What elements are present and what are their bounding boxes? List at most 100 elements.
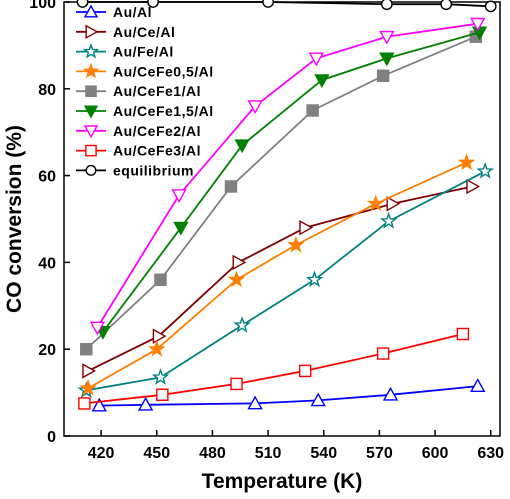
legend: Au/Al Au/Ce/Al Au/Fe/Al Au/CeFe0,5/Al Au/CeF… [76, 4, 214, 178]
data-point [232, 254, 247, 271]
x-tick-label: 630 [477, 445, 504, 462]
data-point [262, 0, 274, 8]
legend-marker [85, 24, 99, 39]
series-0 [91, 378, 486, 412]
x-tick-label: 540 [310, 445, 337, 462]
data-point [147, 0, 159, 8]
data-point [457, 153, 476, 171]
series-5 [95, 26, 488, 340]
series-line [84, 333, 464, 405]
data-point [379, 30, 395, 45]
data-point [470, 17, 486, 32]
y-tick-label: 60 [38, 169, 56, 186]
y-tick-label: 100 [29, 0, 56, 12]
legend-label: Au/CeFe1/Al [113, 83, 201, 99]
series-line [96, 22, 478, 328]
series-7 [78, 327, 470, 410]
legend-label: Au/CeFe2/Al [113, 123, 201, 139]
data-point [233, 316, 251, 333]
legend-item: Au/CeFe3/Al [76, 143, 201, 159]
data-point [79, 379, 97, 396]
y-tick-label: 80 [38, 82, 56, 99]
data-point [376, 69, 390, 83]
series-8 [76, 0, 497, 13]
data-point [379, 211, 398, 229]
data-point [310, 392, 326, 407]
data-point [380, 0, 393, 11]
data-point [484, 0, 497, 13]
data-point [305, 270, 324, 288]
data-point [227, 270, 246, 288]
series-4 [80, 30, 483, 356]
legend-item: Au/CeFe0,5/Al [76, 62, 213, 79]
x-tick-label: 420 [88, 445, 115, 462]
data-point [476, 162, 494, 179]
y-tick-label: 40 [38, 255, 56, 272]
legend-label: equilibrium [113, 162, 194, 178]
legend-marker [83, 125, 99, 139]
data-point [82, 363, 97, 379]
data-point [89, 321, 106, 336]
data-point [154, 273, 167, 286]
data-point [247, 100, 263, 115]
data-point [137, 396, 154, 411]
series-line [99, 385, 478, 407]
data-point [314, 74, 330, 89]
data-point [306, 104, 319, 117]
legend-marker [83, 105, 99, 119]
data-point [299, 219, 314, 236]
legend-label: Au/CeFe3/Al [113, 143, 201, 159]
data-point [156, 388, 169, 401]
data-point [287, 235, 305, 253]
data-point [80, 342, 93, 356]
data-point [456, 327, 470, 341]
series-line [85, 35, 477, 350]
x-axis-title: Temperature (K) [202, 470, 363, 493]
data-point [171, 189, 187, 204]
legend-item: Au/Al [76, 4, 152, 20]
legend-label: Au/CeFe1,5/Al [113, 103, 214, 119]
series-6 [89, 17, 486, 336]
legend-item: equilibrium [76, 162, 194, 178]
axis-ticks: 420 450 480 510 540 570 600 630 0 20 40 60 80 100 [29, 0, 504, 462]
legend-item: Au/CeFe1/Al [76, 83, 201, 99]
legend-item: Au/Fe/Al [76, 42, 174, 60]
data-point [76, 0, 89, 8]
legend-marker [83, 4, 99, 18]
data-point [466, 178, 481, 195]
legend-label: Au/Ce/Al [113, 24, 175, 40]
x-tick-label: 450 [143, 445, 170, 462]
legend-marker [82, 42, 100, 59]
data-point [173, 221, 189, 236]
data-point [366, 194, 385, 212]
data-point [234, 139, 250, 154]
data-point [298, 364, 312, 378]
data-point [308, 52, 325, 67]
data-point [382, 386, 399, 401]
data-point [151, 368, 170, 385]
data-point [379, 52, 395, 67]
data-point [91, 397, 107, 412]
series-line [82, 1, 491, 8]
y-tick-label: 0 [47, 429, 56, 446]
data-point [386, 196, 401, 212]
legend-label: Au/Fe/Al [113, 44, 174, 60]
legend-item: Au/CeFe2/Al [76, 123, 201, 139]
data-point [78, 397, 91, 410]
legend-marker [82, 62, 100, 79]
data-point [376, 347, 390, 360]
legend-marker [85, 144, 97, 157]
data-point [224, 180, 238, 193]
x-tick-label: 600 [422, 445, 449, 462]
y-axis-title: CO conversion (%) [3, 125, 26, 313]
series-3 [79, 153, 476, 396]
series-1 [82, 178, 481, 379]
legend-item: Au/Ce/Al [76, 24, 175, 40]
legend-label: Au/Al [113, 4, 152, 20]
data-point [440, 0, 453, 11]
series-line [87, 185, 473, 372]
legend-marker [85, 164, 97, 176]
series-line [86, 170, 486, 392]
series-line [102, 31, 480, 333]
